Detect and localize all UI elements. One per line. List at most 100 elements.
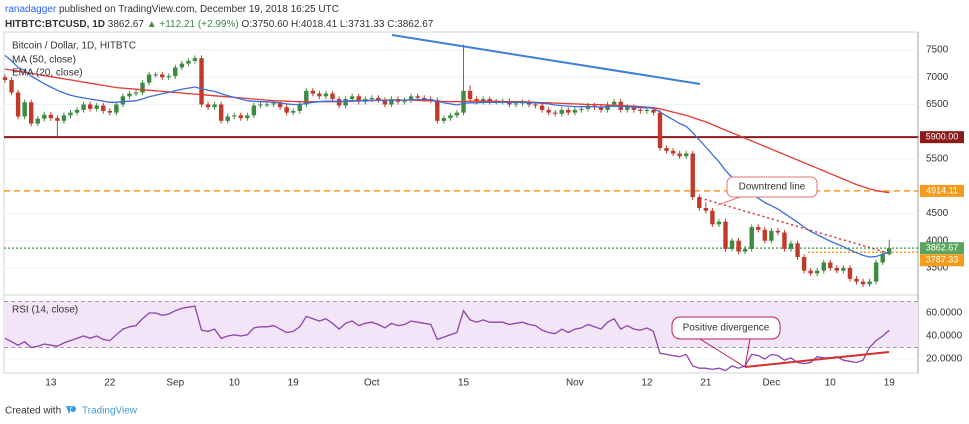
candle-body: [15, 92, 21, 117]
candle-body: [677, 153, 682, 157]
published: published on TradingView.com, December 1…: [59, 4, 339, 15]
y-tick-label: 4500: [926, 208, 949, 219]
candle-body: [467, 90, 473, 100]
candle-body: [179, 63, 185, 68]
chart-title: Bitcoin / Dollar, 1D, HITBTC: [12, 41, 136, 52]
candle-body: [317, 93, 322, 97]
y-tick-label: 6500: [926, 99, 949, 110]
candle-body: [323, 93, 329, 97]
divergence-line: [744, 351, 890, 368]
x-tick-label: 19: [288, 378, 300, 389]
candle-body: [631, 107, 636, 110]
candle-body: [847, 267, 853, 279]
candle-body: [186, 60, 191, 64]
y-tick-label: 40.0000: [926, 331, 963, 342]
price-level-tag: [920, 184, 964, 197]
rsi-line: [4, 305, 890, 372]
y-tick-label: 5500: [926, 154, 949, 165]
candle-body: [284, 107, 289, 113]
candle-body: [762, 229, 767, 241]
candle-body: [415, 96, 420, 98]
candle-body: [854, 278, 859, 282]
candle-body: [146, 74, 152, 83]
author[interactable]: ranadagger: [5, 4, 57, 15]
candle-body: [422, 97, 427, 100]
candle-body: [546, 109, 551, 113]
candle-body: [61, 115, 67, 121]
candle-body: [277, 103, 283, 108]
x-tick-label: Oct: [364, 378, 380, 389]
candle-body: [815, 270, 820, 274]
candle-body: [513, 103, 519, 105]
x-tick-label: Sep: [166, 378, 184, 389]
price-level-label: 5900.00: [926, 132, 959, 142]
x-tick-label: 10: [825, 378, 837, 389]
candle-body: [625, 107, 630, 110]
y-tick-label: 20.0000: [926, 354, 963, 365]
candle-body: [775, 230, 781, 233]
price-level-tag: [920, 242, 964, 255]
candle-body: [670, 150, 676, 154]
candle-body: [664, 148, 669, 151]
annotation-arrow: [699, 338, 746, 368]
price: 3862.67: [108, 19, 145, 30]
candle-body: [579, 108, 584, 110]
candle-body: [140, 82, 145, 93]
candle-body: [867, 281, 872, 285]
candle-body: [821, 262, 826, 271]
candle-body: [369, 97, 374, 100]
candle-body: [782, 232, 787, 249]
x-tick-label: Dec: [762, 378, 780, 389]
candle-body: [291, 111, 296, 113]
candle-body: [788, 243, 794, 249]
candle-body: [474, 99, 479, 102]
candle-body: [120, 96, 126, 105]
candle-body: [356, 96, 361, 102]
candle-body: [382, 100, 388, 105]
candle-body: [808, 270, 813, 274]
candle-body: [114, 104, 119, 113]
indicator-line: [4, 68, 890, 194]
candle-body: [887, 248, 892, 255]
header-line: ranadagger published on TradingView.com,…: [5, 4, 339, 15]
candle-body: [723, 221, 728, 249]
candle-body: [94, 105, 99, 109]
candle-body: [572, 109, 578, 113]
candle-body: [454, 112, 460, 116]
candle-body: [127, 93, 132, 97]
candle-body: [408, 96, 414, 101]
rsi-band-group: [4, 300, 918, 348]
candle-body: [48, 114, 54, 119]
candle-body: [638, 109, 643, 112]
brand-name[interactable]: TradingView: [82, 406, 138, 417]
candle-body: [690, 153, 695, 198]
candle-body: [218, 104, 224, 121]
candle-body: [304, 90, 309, 105]
candle-body: [173, 67, 178, 77]
candle-body: [349, 96, 355, 100]
x-tick-label: 13: [45, 378, 57, 389]
candle-body: [153, 74, 158, 76]
quote-line: HITBTC:BTCUSD, 1D 3862.67 ▲ +112.21 (+2.…: [5, 19, 434, 30]
candle-body: [74, 109, 80, 113]
plot-group: [2, 44, 918, 372]
candle-body: [29, 102, 34, 124]
candle-body: [435, 100, 440, 121]
y-tick-label: 4000: [926, 235, 949, 246]
rsi-band: [4, 301, 918, 348]
rsi-title: RSI (14, close): [12, 305, 78, 316]
candle-body: [533, 104, 538, 106]
candle-body: [749, 227, 754, 249]
candle-body: [22, 102, 27, 117]
candle-body: [644, 109, 650, 112]
candle-body: [225, 116, 230, 121]
candle-body: [55, 118, 60, 121]
x-tick-label: 22: [104, 378, 116, 389]
candle-body: [232, 115, 237, 117]
candle-body: [160, 74, 165, 78]
candle-body: [487, 99, 492, 102]
candle-body: [166, 76, 171, 78]
x-tick-label: 10: [229, 378, 241, 389]
candle-body: [343, 99, 348, 106]
